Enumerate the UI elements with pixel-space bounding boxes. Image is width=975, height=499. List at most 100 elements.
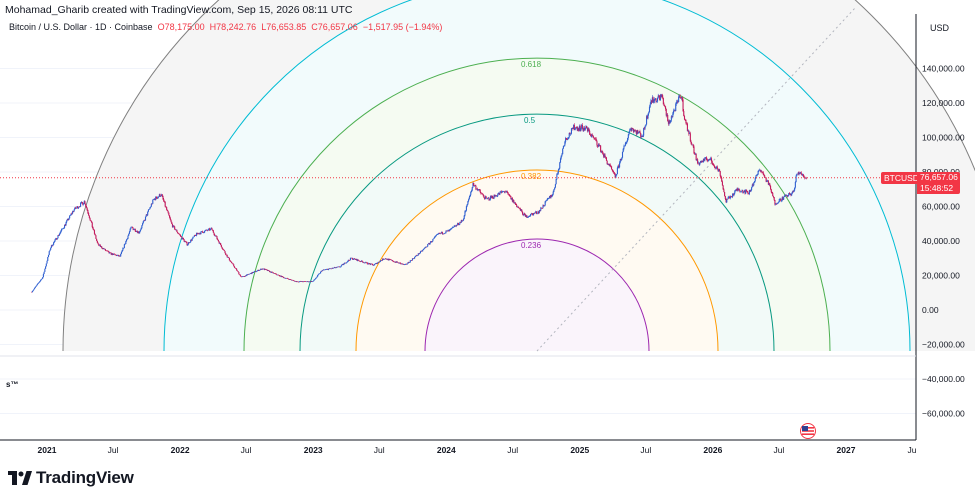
candle-body [190, 239, 193, 241]
candle-body [628, 131, 630, 135]
candle-body [377, 261, 379, 263]
candle-body [443, 233, 446, 234]
symbol-description[interactable]: Bitcoin / U.S. Dollar · 1D · Coinbase [9, 22, 153, 32]
candle-body [532, 213, 534, 216]
candle-body [538, 211, 540, 214]
candle-body [61, 228, 63, 231]
candle-body [66, 218, 69, 221]
candle-body [54, 239, 56, 242]
candle-body [790, 193, 792, 196]
candle-body [38, 282, 40, 284]
candle-body [325, 269, 327, 270]
candle-body [548, 198, 550, 199]
currency-label[interactable]: USD [930, 23, 950, 33]
candle-body [468, 199, 470, 202]
candle-body [466, 204, 468, 207]
candle-body [125, 239, 128, 242]
candle-body [441, 231, 443, 234]
candle-body [165, 206, 167, 208]
candle-body [174, 226, 176, 230]
candle-body [310, 281, 312, 282]
candle-body [35, 285, 37, 287]
candle-body [584, 127, 586, 130]
candle-body [335, 267, 337, 269]
candle-body [458, 224, 460, 225]
candle-body [191, 238, 193, 241]
candle-body [602, 151, 604, 155]
candle-body [343, 263, 345, 265]
candle-body [235, 267, 237, 269]
candle-body [50, 247, 52, 250]
candle-body [457, 222, 459, 225]
candle-body [365, 262, 368, 263]
candle-body [740, 191, 742, 193]
candle-body [327, 269, 329, 270]
candle-body [156, 198, 158, 199]
candle-body [506, 191, 508, 193]
time-axis[interactable]: 2021 Jul 2022 Jul 2023 Jul 2024 Jul 2025 Jul 2026 J… [38, 445, 917, 455]
candle-body [652, 97, 654, 103]
price-tick-label: 120,000.00 [922, 98, 965, 108]
candle-body [286, 278, 288, 279]
candle-body [487, 198, 489, 199]
candle-body [643, 128, 645, 129]
us-flag-icon[interactable] [800, 423, 816, 439]
candle-body [454, 225, 457, 227]
candle-body [487, 197, 489, 199]
candle-body [770, 189, 772, 193]
candle-body [281, 276, 283, 278]
candle-body [470, 191, 472, 195]
candle-body [306, 281, 308, 283]
candle-body [226, 254, 228, 258]
candle-body [478, 189, 480, 190]
symbol-info-line[interactable]: Bitcoin / U.S. Dollar · 1D · Coinbase O7… [9, 22, 442, 32]
candle-body [67, 218, 69, 220]
candle-body [95, 235, 97, 239]
candle-body [289, 279, 291, 280]
candle-body [574, 128, 576, 130]
candle-body [77, 207, 79, 209]
chart-credit: Mohamad_Gharib created with TradingView.… [5, 4, 353, 16]
candle-body [233, 266, 236, 268]
candle-body [159, 194, 161, 197]
candle-body [433, 237, 435, 239]
candle-body [425, 246, 427, 248]
candle-body [701, 160, 703, 163]
time-tick-label: 2021 [38, 445, 57, 455]
candle-body [166, 207, 168, 210]
fib-speed-arcs[interactable]: 0.236 0.382 0.5 0.618 [62, 0, 975, 352]
candle-body [203, 232, 205, 234]
candle-body [91, 222, 93, 228]
candle-body [210, 227, 212, 229]
candle-body [315, 277, 317, 279]
candle-body [407, 262, 409, 264]
candle-body [747, 192, 749, 194]
candle-body [751, 184, 753, 188]
candle-body [753, 182, 755, 186]
candle-body [493, 194, 495, 199]
candle-body [610, 166, 612, 167]
candle-body [180, 236, 182, 237]
candle-body [503, 191, 505, 193]
candle-body [222, 248, 224, 250]
candle-body [601, 150, 603, 152]
candle-body [476, 188, 478, 190]
candle-body [247, 274, 249, 275]
candle-body [255, 271, 257, 273]
candle-body [39, 280, 42, 282]
candle-body [570, 128, 573, 134]
candle-body [90, 220, 92, 222]
candle-body [749, 190, 751, 192]
candle-body [85, 203, 87, 206]
candle-body [663, 104, 665, 106]
candle-body [691, 144, 694, 146]
candle-body [713, 165, 715, 168]
candle-body [220, 245, 222, 248]
tradingview-logo[interactable]: TradingView [8, 468, 134, 488]
candle-body [791, 191, 793, 194]
candle-body [305, 281, 307, 282]
candle-body [797, 172, 799, 175]
candle-body [683, 111, 685, 117]
candle-body [543, 205, 545, 207]
